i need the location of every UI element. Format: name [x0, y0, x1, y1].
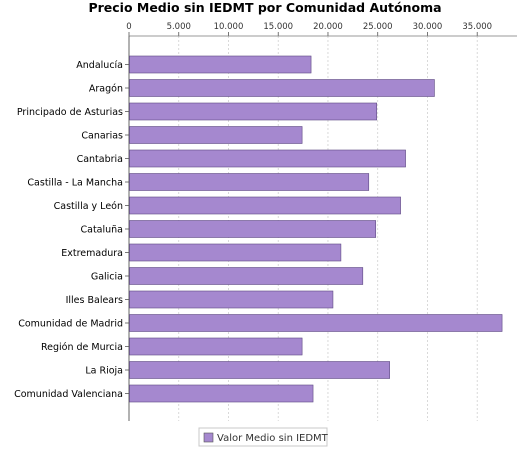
bar — [129, 55, 312, 74]
category-label: Illes Balears — [66, 295, 123, 306]
bar — [129, 79, 435, 97]
category-label: Andalucía — [76, 60, 123, 71]
x-tick-label: 30.000 — [413, 22, 443, 32]
y-axis: Andalucía Aragón Principado de Asturias Can… — [14, 36, 130, 421]
category-label: Región de Murcia — [41, 342, 123, 353]
bar — [129, 384, 314, 403]
category-label: Cataluña — [80, 225, 123, 236]
legend-swatch — [203, 432, 214, 443]
category-label: Comunidad de Madrid — [18, 319, 123, 330]
category-label: Galicia — [91, 272, 123, 283]
bar — [129, 149, 406, 168]
bar — [129, 102, 378, 121]
x-tick-label: 35.000 — [462, 22, 492, 32]
x-tick-label: 0 — [126, 22, 131, 32]
bar — [129, 243, 342, 262]
bar — [129, 337, 303, 356]
category-label: Aragón — [89, 84, 123, 95]
x-tick-label: 20.000 — [313, 22, 343, 32]
bar-series — [129, 55, 503, 403]
bar — [129, 220, 377, 238]
bar — [129, 267, 364, 285]
x-axis: 0 5.000 10.000 15.000 20.000 25.000 30.000 35.0… — [126, 22, 517, 37]
category-label: Comunidad Valenciana — [14, 389, 123, 400]
bar — [129, 314, 503, 332]
bar — [129, 173, 370, 191]
category-label: La Rioja — [85, 366, 123, 377]
x-tick-label: 5.000 — [167, 22, 191, 32]
category-label: Extremadura — [61, 248, 123, 259]
bar — [129, 196, 401, 215]
x-tick-label: 10.000 — [214, 22, 244, 32]
chart-title: Precio Medio sin IEDMT por Comunidad Aut… — [88, 0, 441, 15]
legend: Valor Medio sin IEDMT — [198, 427, 329, 447]
bar — [129, 290, 334, 309]
category-label: Canarias — [81, 131, 123, 142]
bar — [129, 126, 303, 144]
x-tick-label: 25.000 — [363, 22, 393, 32]
legend-label: Valor Medio sin IEDMT — [217, 433, 329, 444]
category-label: Castilla - La Mancha — [27, 178, 123, 189]
bar — [129, 361, 390, 379]
category-label: Castilla y León — [54, 201, 123, 212]
legend-frame — [198, 427, 328, 447]
category-label: Principado de Asturias — [17, 107, 123, 118]
x-tick-label: 15.000 — [263, 22, 293, 32]
category-label: Cantabria — [77, 154, 123, 165]
